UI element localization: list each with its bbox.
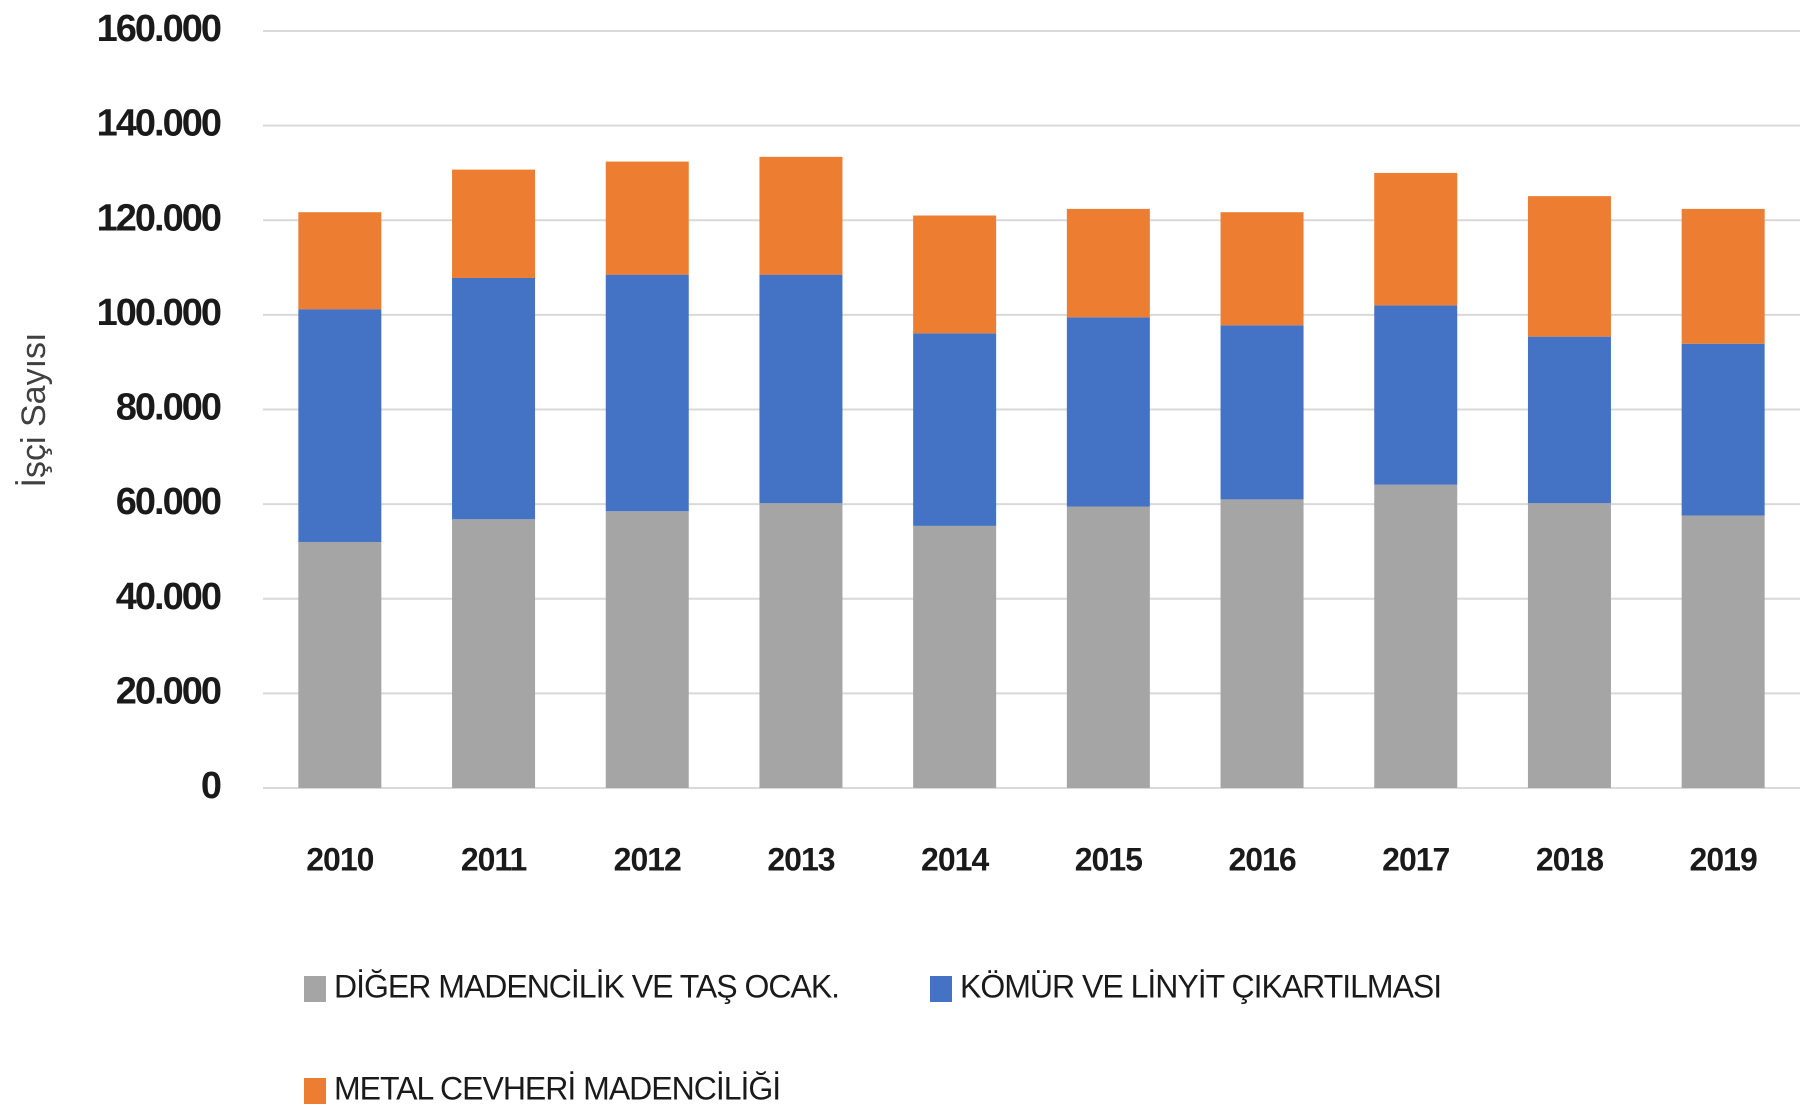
y-tick-label: 120.000	[97, 197, 221, 239]
y-tick-label: 160.000	[97, 8, 221, 50]
legend-label: KÖMÜR VE LİNYİT ÇIKARTILMASI	[960, 968, 1441, 1004]
x-tick-label: 2010	[306, 841, 373, 877]
bar-segment	[1527, 196, 1611, 337]
bar-segment	[298, 541, 382, 788]
bar-segment	[452, 519, 536, 788]
x-tick-label: 2011	[461, 841, 527, 877]
bar-segment	[452, 169, 536, 278]
bar-segment	[605, 274, 689, 512]
x-tick-label: 2018	[1536, 841, 1603, 877]
y-tick-label: 80.000	[116, 387, 221, 429]
bar-segment	[1066, 208, 1150, 318]
bar-segment	[1527, 336, 1611, 504]
legend-label: DİĞER MADENCİLİK VE TAŞ OCAK.	[334, 968, 839, 1004]
y-tick-label: 20.000	[116, 670, 221, 712]
y-tick-label: 100.000	[97, 292, 221, 334]
bar-segment	[913, 333, 997, 526]
bar-segment	[1374, 484, 1458, 788]
bar-segment	[1374, 305, 1458, 485]
x-tick-label: 2013	[767, 841, 834, 877]
bar-segment	[298, 212, 382, 310]
bar-segment	[1527, 503, 1611, 788]
bar-segment	[1066, 317, 1150, 507]
x-tick-label: 2019	[1690, 841, 1757, 877]
y-tick-label: 40.000	[116, 576, 221, 618]
legend-label: METAL CEVHERİ MADENCİLİĞİ	[334, 1070, 780, 1106]
bar-segment	[298, 309, 382, 542]
x-tick-label: 2017	[1382, 841, 1449, 877]
x-tick-label: 2016	[1228, 841, 1295, 877]
bar-segment	[1374, 172, 1458, 306]
x-tick-label: 2014	[921, 841, 989, 877]
bar-segment	[913, 215, 997, 334]
bar-segment	[913, 525, 997, 788]
legend-swatch	[930, 976, 952, 1002]
bar-segment	[759, 274, 843, 504]
bar-segment	[1220, 499, 1304, 788]
bar-segment	[1066, 506, 1150, 788]
bar-segment	[1220, 212, 1304, 326]
x-tick-label: 2012	[614, 841, 681, 877]
legend-swatch	[304, 976, 326, 1002]
y-tick-label: 140.000	[97, 103, 221, 145]
x-tick-label: 2015	[1075, 841, 1142, 877]
bar-segment	[759, 156, 843, 275]
y-tick-label: 60.000	[116, 481, 221, 523]
bar-segment	[452, 277, 536, 520]
y-tick-label: 0	[201, 765, 221, 807]
bar-segment	[759, 503, 843, 788]
legend-swatch	[304, 1078, 326, 1104]
bar-segment	[1681, 343, 1765, 516]
bar-segment	[1220, 325, 1304, 500]
bar-segment	[1681, 208, 1765, 344]
bar-segment	[605, 511, 689, 788]
bar-segment	[1681, 515, 1765, 788]
bar-segment	[605, 161, 689, 275]
y-axis-title: İşçi Sayısı	[15, 333, 53, 488]
